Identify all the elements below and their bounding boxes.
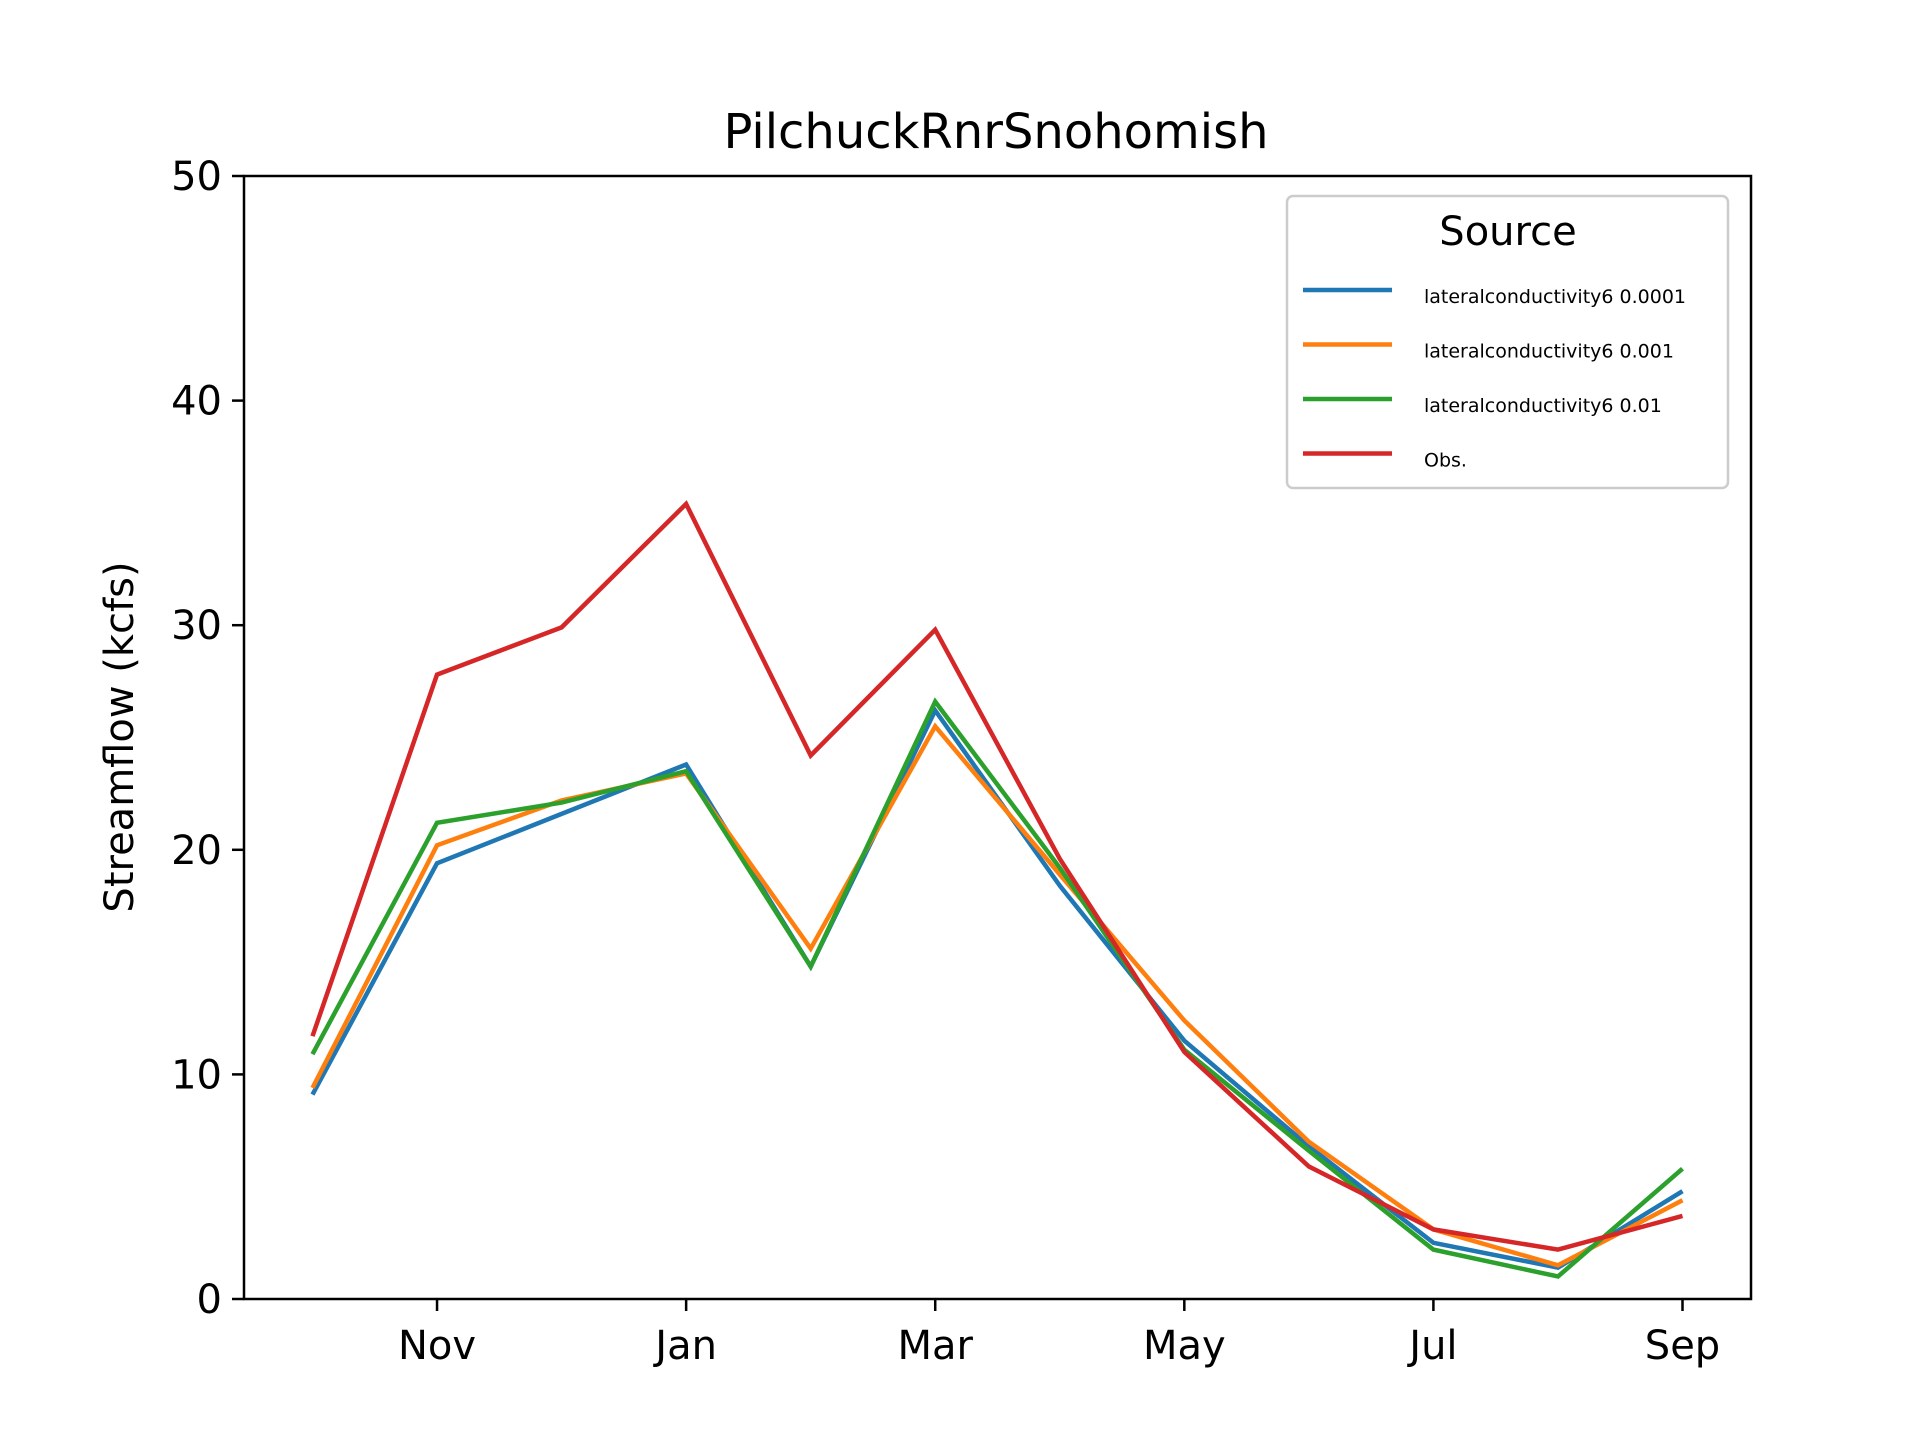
y-tick-label: 20 <box>171 828 222 874</box>
x-tick-label: May <box>1143 1323 1226 1369</box>
series-line-3 <box>310 500 1684 1252</box>
legend: Source lateralconductivity6 0.0001 latera… <box>1285 194 1730 490</box>
y-tick-label: 50 <box>171 154 222 200</box>
legend-item: lateralconductivity6 0.01 <box>1303 395 1662 417</box>
legend-item: lateralconductivity6 0.0001 <box>1303 286 1686 308</box>
x-axis: Nov Jan Mar May Jul Sep <box>398 1299 1720 1369</box>
legend-item: lateralconductivity6 0.001 <box>1303 341 1674 363</box>
y-tick-label: 10 <box>171 1052 222 1098</box>
x-tick-label: Sep <box>1645 1323 1720 1369</box>
y-tick-label: 40 <box>171 379 222 425</box>
series-line-2 <box>310 697 1684 1279</box>
legend-label: Obs. <box>1424 450 1467 472</box>
series-line-0 <box>310 706 1684 1270</box>
x-tick-label: Mar <box>897 1323 973 1369</box>
x-tick-label: Jul <box>1406 1323 1457 1369</box>
x-tick-label: Nov <box>398 1323 476 1369</box>
y-tick-label: 30 <box>171 603 222 649</box>
y-tick-label: 0 <box>197 1277 222 1323</box>
axes-frame <box>242 174 1753 1301</box>
legend-label: lateralconductivity6 0.0001 <box>1424 286 1686 308</box>
legend-label: lateralconductivity6 0.01 <box>1424 395 1662 417</box>
y-axis: 0 10 20 30 40 50 <box>171 154 244 1323</box>
legend-label: lateralconductivity6 0.001 <box>1424 341 1674 363</box>
legend-frame <box>1285 194 1730 490</box>
series-line-1 <box>310 722 1684 1268</box>
legend-title: Source <box>1439 209 1576 255</box>
y-axis-label: Streamflow (kcfs) <box>97 561 143 912</box>
x-tick-label: Jan <box>652 1323 717 1369</box>
chart-title: PilchuckRnrSnohomish <box>723 104 1268 160</box>
legend-item: Obs. <box>1303 450 1467 472</box>
plot-area <box>310 500 1684 1279</box>
